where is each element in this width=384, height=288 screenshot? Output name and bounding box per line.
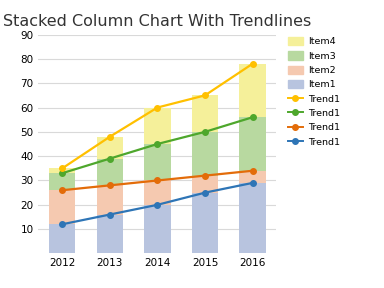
Bar: [144, 181, 170, 205]
Bar: [49, 168, 75, 173]
Bar: [240, 183, 266, 253]
Bar: [240, 64, 266, 117]
Bar: [240, 117, 266, 171]
Bar: [144, 144, 170, 181]
Bar: [97, 185, 123, 215]
Bar: [192, 193, 218, 253]
Bar: [97, 137, 123, 159]
Bar: [49, 190, 75, 224]
Bar: [144, 205, 170, 253]
Legend: Item4, Item3, Item2, Item1, Trend1, Trend1, Trend1, Trend1: Item4, Item3, Item2, Item1, Trend1, Tren…: [286, 35, 342, 149]
Bar: [97, 159, 123, 185]
Bar: [192, 95, 218, 132]
Bar: [49, 224, 75, 253]
Title: Stacked Column Chart With Trendlines: Stacked Column Chart With Trendlines: [3, 14, 311, 29]
Bar: [192, 132, 218, 176]
Bar: [192, 176, 218, 193]
Bar: [240, 171, 266, 183]
Bar: [49, 173, 75, 190]
Bar: [144, 107, 170, 144]
Bar: [97, 215, 123, 253]
